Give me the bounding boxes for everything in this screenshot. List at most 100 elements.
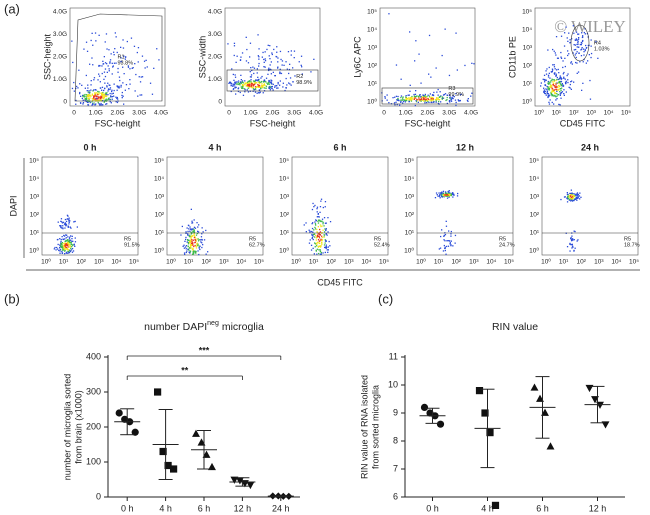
event-dot: [270, 79, 272, 81]
event-dot: [305, 231, 307, 233]
event-dot: [86, 94, 88, 96]
data-point: [481, 409, 489, 417]
event-dot: [257, 92, 260, 94]
event-dot: [89, 100, 91, 102]
event-dot: [91, 101, 93, 103]
event-dot: [548, 101, 550, 103]
y-tick-label: 10⁰: [404, 247, 414, 255]
event-dot: [65, 237, 67, 239]
event-dot: [183, 252, 186, 254]
event-dot: [450, 244, 452, 246]
event-dot: [67, 239, 69, 241]
event-dot: [254, 88, 256, 91]
y-tick-label: 10⁴: [154, 176, 164, 183]
event-dot: [193, 234, 195, 237]
event-dot: [569, 250, 571, 252]
event-dot: [83, 96, 85, 98]
x-tick-label: 2.0G: [110, 110, 124, 117]
y-tick-label: 10¹: [30, 230, 40, 237]
event-dot: [428, 73, 430, 75]
event-dot: [113, 89, 115, 92]
event-dot: [568, 86, 570, 88]
event-dot: [132, 67, 134, 69]
event-dot: [65, 234, 67, 236]
event-dot: [589, 79, 591, 82]
event-dot: [232, 83, 234, 85]
event-dot: [449, 243, 451, 245]
event-dot: [265, 85, 268, 87]
event-dot: [234, 82, 236, 84]
event-dot: [323, 244, 326, 246]
event-dot: [244, 88, 246, 90]
plot-title: 0 h: [83, 142, 96, 152]
event-dot: [411, 99, 413, 101]
plot-title: 24 h: [581, 142, 599, 152]
event-dot: [439, 192, 442, 194]
event-dot: [428, 34, 431, 37]
event-dot: [578, 52, 580, 54]
gate-label: R2: [296, 74, 303, 80]
event-dot: [268, 83, 270, 85]
significance-label: **: [181, 365, 189, 375]
event-dot: [256, 68, 258, 70]
event-dot: [569, 41, 572, 44]
event-dot: [193, 231, 195, 233]
event-dot: [124, 58, 126, 60]
event-dot: [246, 84, 248, 87]
event-dot: [320, 252, 322, 254]
event-dot: [66, 248, 68, 250]
event-dot: [104, 87, 106, 89]
event-dot: [566, 198, 569, 200]
event-dot: [547, 49, 549, 51]
event-dot: [453, 96, 455, 98]
event-dot: [565, 91, 567, 93]
event-dot: [401, 99, 403, 101]
event-dot: [195, 250, 197, 253]
event-dot: [247, 62, 250, 64]
event-dot: [98, 91, 100, 93]
event-dot: [449, 97, 451, 100]
event-dot: [309, 239, 311, 241]
event-dot: [252, 87, 255, 89]
event-dot: [288, 82, 290, 84]
event-dot: [277, 61, 279, 63]
event-dot: [438, 100, 440, 103]
event-dot: [200, 239, 202, 241]
event-dot: [559, 81, 561, 83]
event-dot: [303, 224, 305, 226]
event-dot: [409, 84, 411, 86]
event-dot: [235, 81, 237, 83]
event-dot: [64, 245, 66, 247]
event-dot: [313, 58, 315, 60]
event-dot: [550, 86, 552, 88]
event-dot: [441, 196, 443, 198]
event-dot: [570, 192, 572, 195]
event-dot: [572, 246, 574, 248]
event-dot: [272, 89, 274, 91]
event-dot: [443, 239, 445, 241]
event-dot: [129, 79, 131, 81]
event-dot: [556, 78, 558, 81]
event-dot: [94, 32, 97, 34]
event-dot: [253, 83, 256, 86]
event-dot: [71, 240, 73, 242]
event-dot: [428, 101, 430, 103]
y-tick-label: 10⁰: [154, 247, 164, 255]
event-dot: [129, 83, 131, 85]
event-dot: [423, 95, 425, 97]
event-dot: [111, 90, 113, 93]
gate-value: 24.7%: [499, 242, 515, 248]
event-dot: [323, 217, 326, 219]
event-dot: [576, 46, 578, 48]
event-dot: [581, 32, 583, 34]
event-dot: [454, 242, 456, 244]
event-dot: [263, 87, 265, 89]
event-dot: [548, 95, 550, 98]
event-dot: [122, 39, 124, 41]
event-dot: [565, 26, 567, 28]
event-dot: [317, 245, 319, 247]
event-dot: [253, 84, 255, 86]
event-dot: [112, 92, 114, 94]
event-dot: [293, 50, 296, 52]
event-dot: [410, 97, 413, 99]
